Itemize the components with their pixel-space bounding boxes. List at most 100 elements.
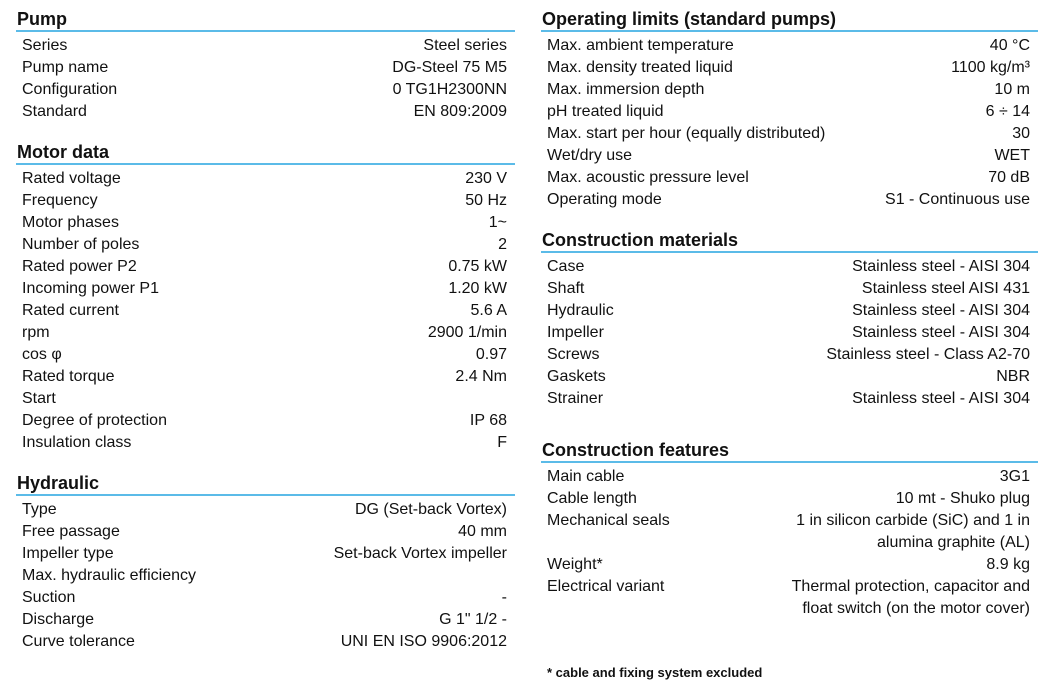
- spec-row: Cable length 10 mt - Shuko plug: [541, 488, 1038, 510]
- spec-value: 1100 kg/m³: [951, 59, 1030, 76]
- spec-row: Frequency 50 Hz: [16, 190, 515, 212]
- spec-label: Incoming power P1: [22, 280, 159, 297]
- spec-label: Pump name: [22, 59, 109, 76]
- spec-label: Series: [22, 37, 68, 54]
- spec-row: float switch (on the motor cover): [541, 598, 1038, 620]
- spec-value: 2900 1/min: [427, 324, 507, 341]
- spec-row: Rated power P2 0.75 kW: [16, 256, 515, 278]
- section-pump: Pump Series Steel series Pump name DG-Steel …: [16, 8, 515, 123]
- section-construction-features: Construction features Main cable 3G1 Cable …: [541, 439, 1038, 620]
- section-construction-materials: Construction materials Case Stainless stee…: [541, 229, 1038, 410]
- spec-value: EN 809:2009: [413, 103, 507, 120]
- spec-value: S1 - Continuous use: [885, 191, 1030, 208]
- spec-label: Degree of protection: [22, 412, 167, 429]
- section-operating-limits-standard-pumps: Operating limits (standard pumps) Max. am…: [541, 8, 1038, 211]
- spec-value: 0 TG1H2300NN: [392, 81, 507, 98]
- spec-value: 6 ÷ 14: [985, 103, 1030, 120]
- spec-label: Cable length: [547, 490, 637, 507]
- spec-row: Standard EN 809:2009: [16, 101, 515, 123]
- spec-row: Pump name DG-Steel 75 M5: [16, 57, 515, 79]
- spec-label: Mechanical seals: [547, 512, 670, 529]
- spec-label: Max. density treated liquid: [547, 59, 733, 76]
- spec-label: Max. start per hour (equally distributed…: [547, 125, 826, 142]
- spec-value: 3G1: [999, 468, 1030, 485]
- spec-value: F: [497, 434, 507, 451]
- spec-value: Stainless steel AISI 431: [861, 280, 1030, 297]
- spec-row: Rated torque 2.4 Nm: [16, 366, 515, 388]
- spec-value: 30: [1012, 125, 1030, 142]
- spec-value: 0.75 kW: [448, 258, 507, 275]
- spec-value: Stainless steel - AISI 304: [852, 390, 1030, 407]
- spec-row: Screws Stainless steel - Class A2-70: [541, 344, 1038, 366]
- spec-row: Mechanical seals 1 in silicon carbide (Si…: [541, 510, 1038, 532]
- spec-row: alumina graphite (AL): [541, 532, 1038, 554]
- spec-row: Main cable 3G1: [541, 466, 1038, 488]
- spec-label: Number of poles: [22, 236, 140, 253]
- spec-value: 1.20 kW: [448, 280, 507, 297]
- spec-label: Rated power P2: [22, 258, 137, 275]
- spec-value: DG (Set-back Vortex): [354, 501, 507, 518]
- spec-label: Start: [22, 390, 56, 407]
- spec-value: Stainless steel - Class A2-70: [826, 346, 1030, 363]
- spec-label: Max. ambient temperature: [547, 37, 734, 54]
- spec-value: 40 mm: [458, 523, 507, 540]
- spec-row: Discharge G 1" 1/2 -: [16, 609, 515, 631]
- spec-row: Case Stainless steel - AISI 304: [541, 256, 1038, 278]
- spec-row: Operating mode S1 - Continuous use: [541, 189, 1038, 211]
- spec-value: 40 °C: [989, 37, 1030, 54]
- spec-label: Case: [547, 258, 585, 275]
- spec-row: Incoming power P1 1.20 kW: [16, 278, 515, 300]
- section-hydraulic: Hydraulic Type DG (Set-back Vortex) Free pa…: [16, 472, 515, 653]
- spec-value: WET: [994, 147, 1030, 164]
- spec-row: Shaft Stainless steel AISI 431: [541, 278, 1038, 300]
- spec-row: Rated current 5.6 A: [16, 300, 515, 322]
- spec-label: cos φ: [22, 346, 62, 363]
- spec-row: Configuration 0 TG1H2300NN: [16, 79, 515, 101]
- spec-value: 2: [498, 236, 507, 253]
- spec-value: 10 mt - Shuko plug: [895, 490, 1030, 507]
- spec-value: Steel series: [423, 37, 507, 54]
- spec-value: 2.4 Nm: [455, 368, 507, 385]
- spec-label: Rated current: [22, 302, 119, 319]
- spec-row: Max. acoustic pressure level 70 dB: [541, 167, 1038, 189]
- spec-label: Shaft: [547, 280, 585, 297]
- spec-label: Hydraulic: [547, 302, 614, 319]
- spec-value: 230 V: [465, 170, 507, 187]
- spec-row: Start: [16, 388, 515, 410]
- spec-label: Impeller: [547, 324, 604, 341]
- spec-row: Max. ambient temperature 40 °C: [541, 35, 1038, 57]
- spec-row: Series Steel series: [16, 35, 515, 57]
- spec-label: Rated voltage: [22, 170, 121, 187]
- section-title: Construction features: [541, 439, 1038, 463]
- spec-value: IP 68: [469, 412, 507, 429]
- spec-row: Max. start per hour (equally distributed…: [541, 123, 1038, 145]
- spec-row: Impeller type Set-back Vortex impeller: [16, 543, 515, 565]
- spec-value: NBR: [996, 368, 1030, 385]
- spec-label: Max. immersion depth: [547, 81, 705, 98]
- section-title: Operating limits (standard pumps): [541, 8, 1038, 32]
- spec-value: DG-Steel 75 M5: [392, 59, 507, 76]
- spec-label: Strainer: [547, 390, 604, 407]
- spec-row: Curve tolerance UNI EN ISO 9906:2012: [16, 631, 515, 653]
- spec-value: -: [501, 589, 507, 606]
- spec-value: 5.6 A: [470, 302, 507, 319]
- spec-label: Insulation class: [22, 434, 132, 451]
- spec-row: cos φ 0.97: [16, 344, 515, 366]
- spec-row: Motor phases 1~: [16, 212, 515, 234]
- spec-label: Curve tolerance: [22, 633, 135, 650]
- spec-label: pH treated liquid: [547, 103, 664, 120]
- spec-row: Suction -: [16, 587, 515, 609]
- spec-label: Wet/dry use: [547, 147, 633, 164]
- spec-row: Type DG (Set-back Vortex): [16, 499, 515, 521]
- spec-label: Discharge: [22, 611, 95, 628]
- spec-row: Electrical variant Thermal protection, ca…: [541, 576, 1038, 598]
- spec-label: Max. hydraulic efficiency: [22, 567, 196, 584]
- spec-value: Stainless steel - AISI 304: [852, 302, 1030, 319]
- spec-value: Thermal protection, capacitor and: [791, 578, 1030, 595]
- spec-row: Weight* 8.9 kg: [541, 554, 1038, 576]
- spec-value: 50 Hz: [465, 192, 507, 209]
- spec-row: Impeller Stainless steel - AISI 304: [541, 322, 1038, 344]
- spec-row: Max. immersion depth 10 m: [541, 79, 1038, 101]
- spec-value: alumina graphite (AL): [877, 534, 1030, 551]
- spec-label: Operating mode: [547, 191, 662, 208]
